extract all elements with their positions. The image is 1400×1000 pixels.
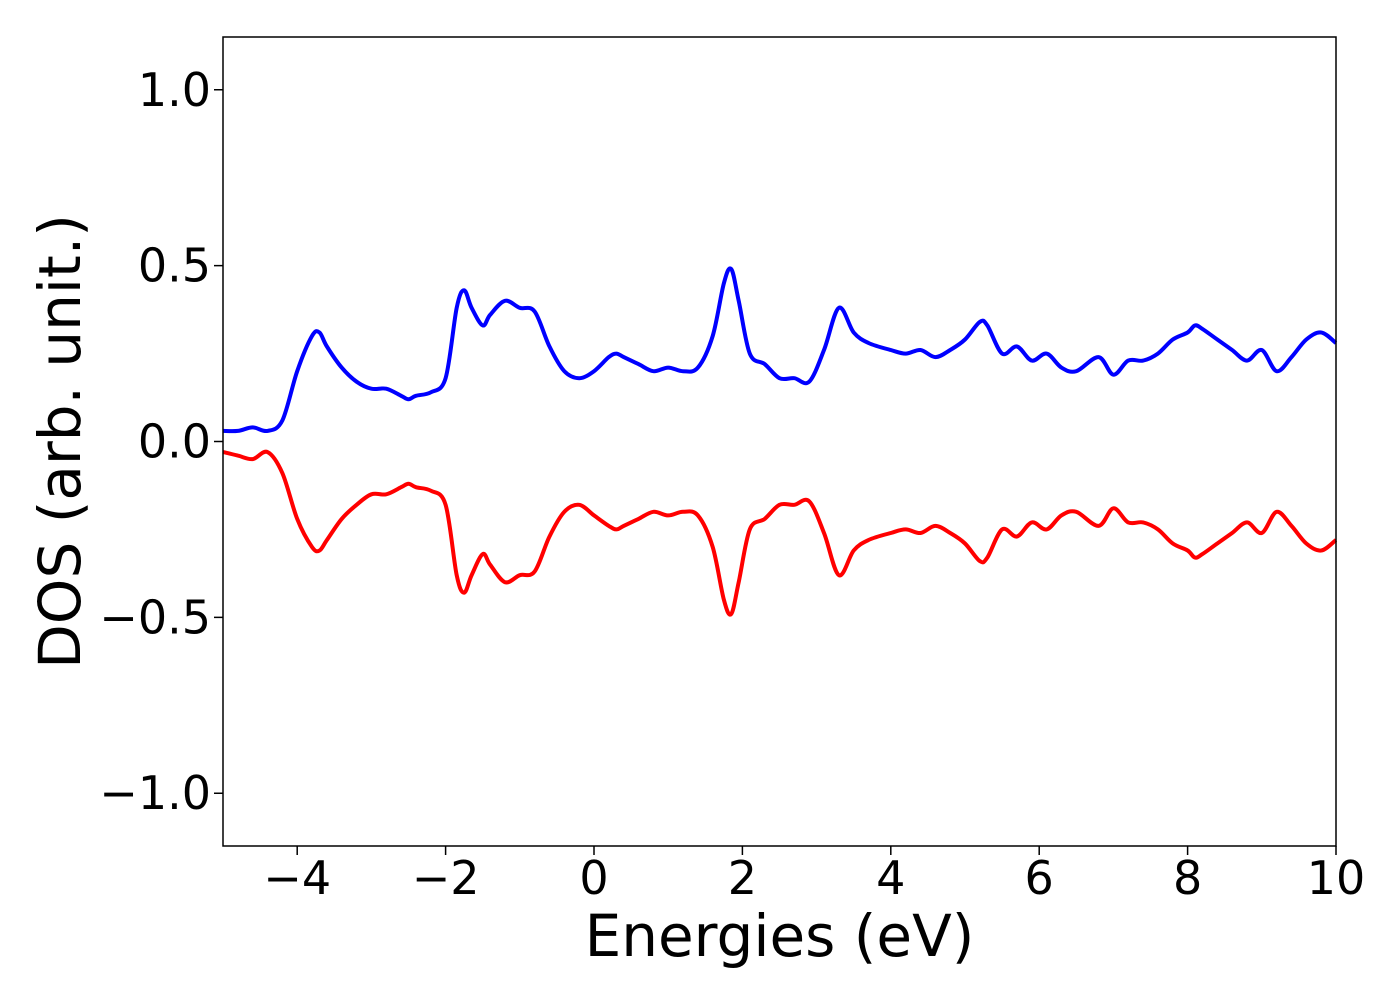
x-tick-label: 10 <box>1307 851 1366 905</box>
y-tick-label: 0.0 <box>138 415 211 469</box>
x-tick-label: 8 <box>1173 851 1202 905</box>
x-axis-label: Energies (eV) <box>585 902 975 970</box>
y-axis-label: DOS (arb. unit.) <box>26 214 94 669</box>
x-tick-label: 0 <box>579 851 608 905</box>
x-tick-label: −4 <box>263 851 331 905</box>
y-tick-label: 0.5 <box>138 239 211 293</box>
series-layer <box>222 266 1338 617</box>
x-axis: −4 −2 0 2 4 6 8 10 <box>263 846 1365 905</box>
x-tick-label: 4 <box>876 851 905 905</box>
y-tick-label: −1.0 <box>99 766 211 820</box>
x-tick-label: −2 <box>412 851 480 905</box>
y-tick-label: 1.0 <box>138 63 211 117</box>
dos-spin-down-line <box>222 449 1338 617</box>
y-axis: 1.0 0.5 0.0 −0.5 −1.0 <box>99 63 223 820</box>
x-tick-label: 6 <box>1025 851 1054 905</box>
dos-spin-up-line <box>222 266 1338 434</box>
y-tick-label: −0.5 <box>99 590 211 644</box>
x-tick-label: 2 <box>728 851 757 905</box>
